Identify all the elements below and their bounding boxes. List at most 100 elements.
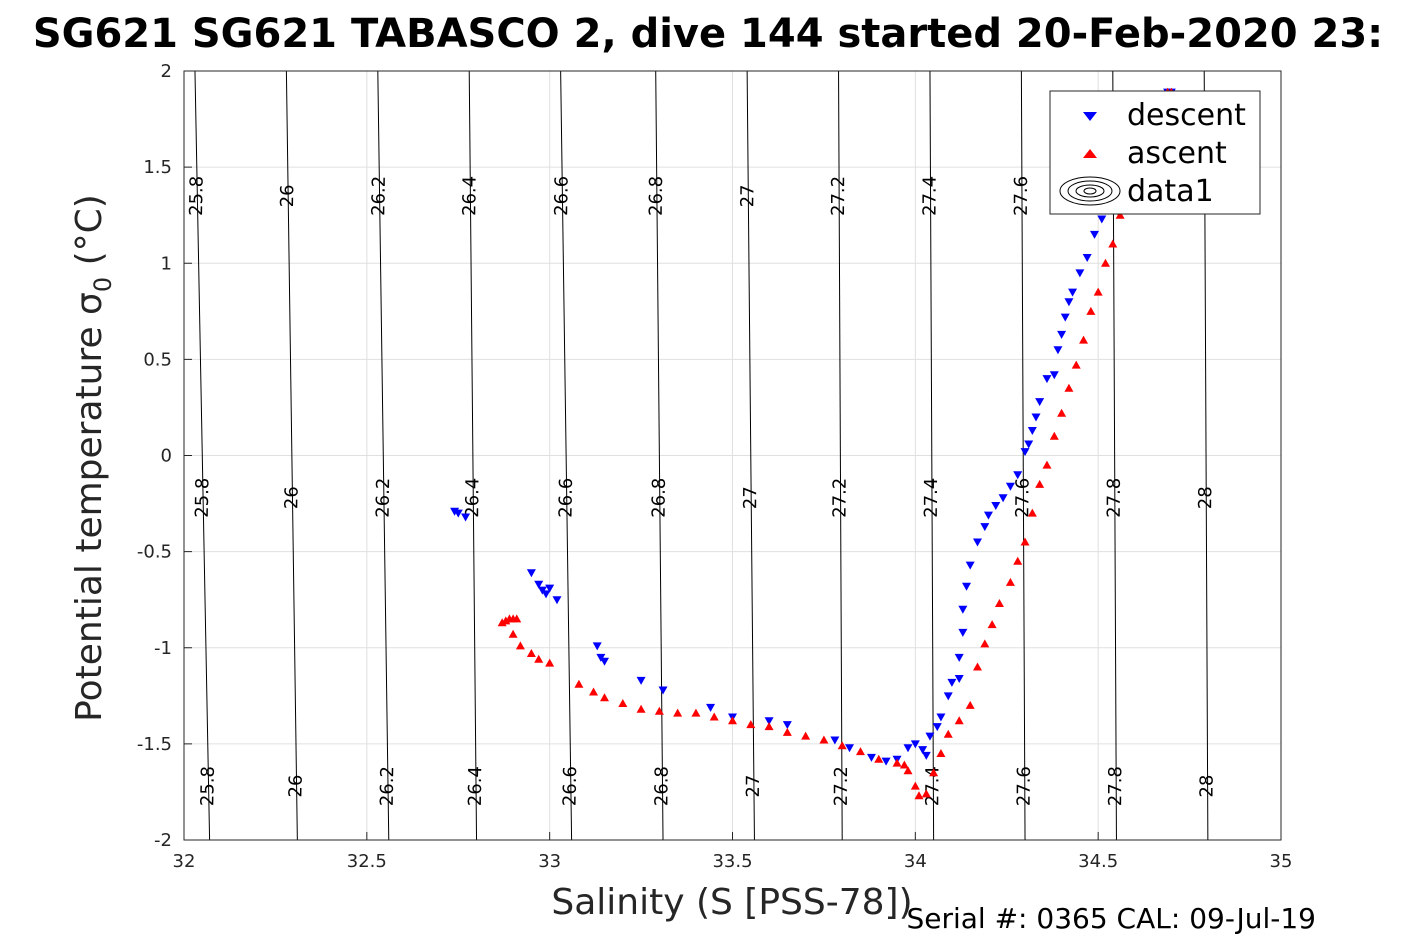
contour-label: 28: [1197, 775, 1218, 798]
descent-point: [541, 590, 551, 599]
ascent-point: [1057, 408, 1067, 417]
contour-label: 26.6: [551, 176, 573, 216]
descent-point: [991, 501, 1001, 510]
x-axis-label: Salinity (S [PSS-78]): [551, 882, 912, 923]
ascent-point: [929, 768, 939, 777]
descent-point: [1097, 215, 1107, 224]
descent-point: [1053, 346, 1063, 355]
y-axis-label-main: Potential temperature σ: [69, 292, 110, 722]
descent-point: [1031, 413, 1041, 422]
descent-point: [830, 736, 840, 745]
descent-point: [636, 676, 646, 685]
descent-point: [983, 511, 993, 520]
x-tick-label: 35: [1270, 851, 1293, 872]
descent-point: [918, 746, 928, 755]
y-axis-label-unit: (°C): [69, 194, 110, 277]
ascent-point: [1049, 431, 1059, 440]
contour-label: 26.4: [465, 766, 486, 806]
ascent-point: [515, 641, 525, 650]
ascent-point: [589, 687, 599, 696]
contour-label: 26: [277, 184, 298, 207]
ascent-point: [914, 791, 924, 800]
descent-point: [943, 692, 953, 701]
legend-marker-ascent: [1083, 149, 1097, 158]
ascent-point: [545, 658, 555, 667]
y-tick-label: 0: [161, 446, 172, 467]
descent-point: [1049, 371, 1059, 380]
descent-point: [958, 628, 968, 637]
ascent-point: [534, 654, 544, 663]
ascent-point: [1079, 335, 1089, 344]
contour-label: 26.2: [373, 478, 395, 518]
ascent-point: [1115, 210, 1125, 219]
descent-point: [845, 744, 855, 753]
descent-point: [965, 561, 975, 570]
ascent-point: [987, 620, 997, 629]
descent-point: [1020, 448, 1030, 457]
legend-label-descent: descent: [1127, 98, 1246, 133]
ascent-point: [764, 722, 774, 731]
x-tick-label: 32.5: [347, 851, 387, 872]
contour-label: 27.4: [921, 478, 942, 518]
contour-label: 26: [285, 774, 306, 797]
descent-point: [1027, 427, 1037, 436]
x-tick-label: 34.5: [1078, 851, 1118, 872]
chart-title: SG621 SG621 TABASCO 2, dive 144 started …: [33, 11, 1383, 57]
descent-point: [881, 757, 891, 766]
legend-label-data1: data1: [1127, 174, 1214, 209]
y-axis-ticks: -2 -1.5 -1 -0.5 0 0.5 1 1.5 2: [137, 61, 192, 851]
ascent-point: [1013, 556, 1023, 565]
contour-line: [194, 70, 211, 841]
contour-label: 27: [737, 184, 758, 207]
contour-label: 25.8: [192, 477, 214, 517]
contour-label: 26: [281, 486, 302, 509]
contour-label: 25.8: [186, 176, 208, 216]
svg-text:Potential temperature σ0 (°C): Potential temperature σ0 (°C): [69, 194, 117, 722]
legend-marker-descent: [1083, 112, 1097, 121]
descent-point: [534, 580, 544, 589]
descent-point: [1068, 288, 1078, 297]
contour-label: 26.8: [651, 766, 672, 806]
descent-point: [954, 675, 964, 684]
ascent-point: [892, 758, 902, 767]
ascent-point: [874, 754, 884, 763]
descent-point: [1035, 398, 1045, 407]
ascent-point: [921, 789, 931, 798]
ascent-point: [526, 649, 536, 658]
ascent-point: [954, 716, 964, 725]
x-tick-label: 33.5: [712, 851, 752, 872]
y-tick-label: 0.5: [143, 349, 172, 370]
descent-point: [1005, 482, 1015, 491]
contour-label: 27.4: [919, 176, 940, 216]
y-axis-label-subscript: 0: [89, 277, 117, 292]
contour-label: 26.6: [560, 766, 582, 806]
ascent-point: [855, 747, 865, 756]
descent-point: [461, 513, 471, 522]
ascent-point: [936, 748, 946, 757]
descent-series: [450, 88, 1176, 766]
descent-point: [1013, 471, 1023, 480]
ascent-point: [654, 706, 664, 715]
y-tick-label: -0.5: [137, 542, 172, 563]
contour-label: 28: [1195, 486, 1216, 509]
y-tick-label: 1.5: [143, 157, 172, 178]
contour-label: 26.8: [649, 478, 670, 518]
descent-point: [1024, 440, 1034, 449]
ascent-point: [994, 599, 1004, 608]
x-tick-label: 32: [173, 851, 196, 872]
ascent-point: [972, 662, 982, 671]
ascent-point: [980, 639, 990, 648]
contour-label: 25.8: [197, 766, 219, 806]
ascent-point: [903, 766, 913, 775]
descent-point: [1057, 330, 1067, 339]
descent-point: [936, 713, 946, 722]
ascent-point: [1005, 577, 1015, 586]
descent-point: [526, 569, 536, 578]
ascent-point: [801, 731, 811, 740]
ascent-point: [512, 614, 522, 623]
x-tick-label: 33: [538, 851, 561, 872]
descent-point: [903, 744, 913, 753]
contour-label: 27.2: [828, 176, 849, 216]
descent-point: [658, 686, 668, 695]
